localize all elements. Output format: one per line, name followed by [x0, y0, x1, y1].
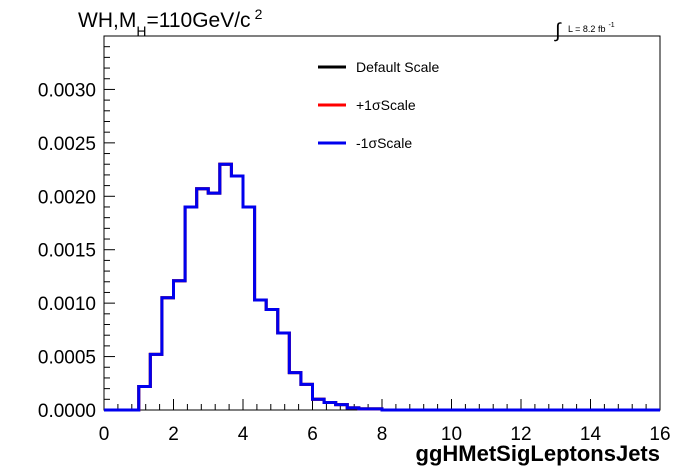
x-tick-label: 10	[441, 424, 462, 445]
lumi-label: L = 8.2 fb -1	[568, 22, 615, 34]
legend-label: +1σScale	[356, 97, 416, 113]
y-tick-label: 0.0020	[38, 187, 96, 208]
x-axis-label: ggHMetSigLeptonsJets	[416, 441, 660, 466]
y-tick-label: 0.0015	[38, 241, 96, 262]
x-tick-label: 0	[99, 424, 110, 445]
x-tick-label: 12	[510, 424, 531, 445]
x-tick-label: 14	[580, 424, 602, 445]
series-line-1	[104, 162, 660, 412]
y-tick-label: 0.0030	[38, 80, 96, 101]
y-tick-label: 0.0010	[38, 294, 96, 315]
series-line-2	[104, 162, 660, 412]
series-line-0	[104, 162, 660, 412]
x-tick-label: 4	[238, 424, 249, 445]
y-tick-label: 0.0025	[38, 134, 96, 155]
x-tick-label: 16	[649, 424, 670, 445]
plot-frame	[103, 35, 661, 411]
y-tick-label: 0.0005	[38, 348, 96, 369]
y-tick-label: 0.0000	[38, 401, 96, 422]
legend-label: -1σScale	[356, 135, 412, 151]
chart-title: WH,MH=110GeV/c 2	[78, 6, 263, 39]
x-tick-label: 6	[307, 424, 318, 445]
lumi-integral: ∫	[554, 20, 562, 42]
legend-label: Default Scale	[356, 59, 439, 75]
x-tick-label: 2	[168, 424, 179, 445]
x-tick-label: 8	[377, 424, 388, 445]
